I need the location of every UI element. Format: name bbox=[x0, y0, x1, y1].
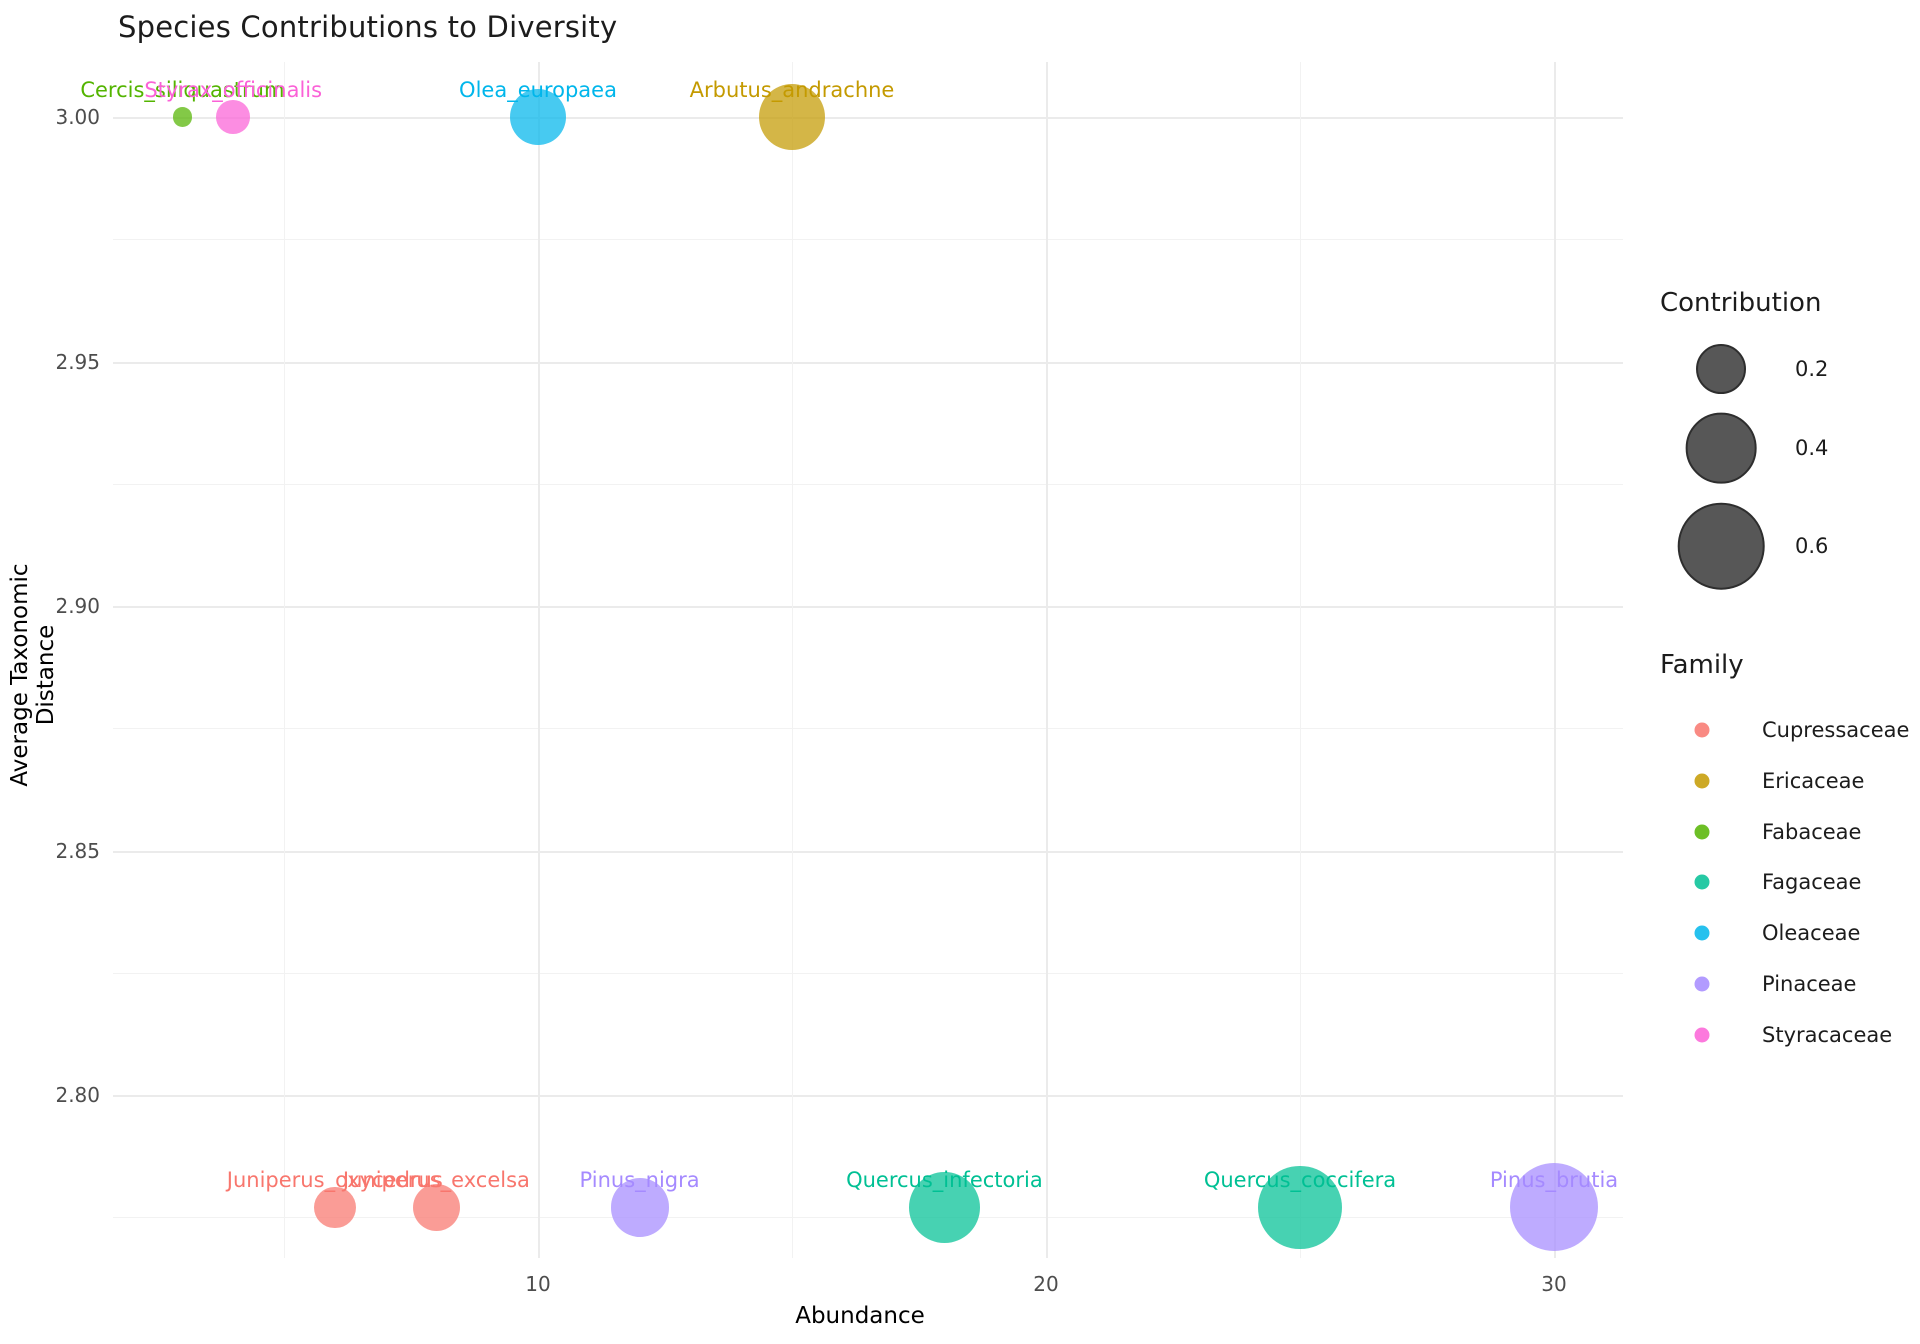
y-tick-label: 2.90 bbox=[55, 594, 100, 618]
species-label: Juniperus_oxycedrus bbox=[226, 1168, 443, 1193]
species-label: Pinus_brutia bbox=[1489, 1168, 1619, 1193]
gridline-x-major bbox=[1554, 62, 1556, 1258]
y-tick-label: 3.00 bbox=[55, 105, 100, 129]
species-label: Cercis_siliquastrum bbox=[80, 78, 285, 102]
chart-title: Species Contributions to Diversity bbox=[118, 10, 618, 44]
y-tick-label: 2.80 bbox=[55, 1083, 100, 1107]
gridline-y-minor bbox=[113, 1217, 1623, 1219]
family-legend-label: Fagaceae bbox=[1762, 870, 1862, 895]
gridline-x-minor bbox=[284, 62, 285, 1258]
bubble-arbutus_andrachne bbox=[758, 83, 826, 151]
family-legend-label: Styracaceae bbox=[1762, 1022, 1893, 1047]
size-legend-circle bbox=[1677, 502, 1765, 590]
family-legend-label: Ericaceae bbox=[1762, 768, 1865, 793]
species-label: Arbutus_andrachne bbox=[689, 78, 895, 102]
family-legend-swatch bbox=[1694, 824, 1710, 840]
species-label: Quercus_coccifera bbox=[1203, 1168, 1397, 1193]
size-legend-circle bbox=[1685, 412, 1757, 484]
size-legend-title: Contribution bbox=[1660, 288, 1822, 318]
bubble-styrax_officinalis bbox=[216, 100, 250, 134]
bubble-pinus_brutia bbox=[1509, 1163, 1598, 1252]
family-legend-swatch bbox=[1694, 976, 1710, 992]
gridline-y-minor bbox=[113, 728, 1623, 730]
bubble-pinus_nigra bbox=[610, 1178, 669, 1237]
gridline-x-minor bbox=[792, 62, 793, 1258]
species-label: Olea_europaea bbox=[459, 78, 617, 102]
family-legend-title: Family bbox=[1660, 650, 1744, 680]
y-axis-title: Average Taxonomic Distance bbox=[7, 563, 59, 787]
bubble-juniperus_oxycedrus bbox=[313, 1186, 356, 1229]
gridline-y-major bbox=[113, 117, 1623, 119]
y-tick-label: 2.85 bbox=[55, 838, 100, 863]
bubble-quercus_coccifera bbox=[1258, 1165, 1342, 1250]
gridline-y-major bbox=[113, 850, 1623, 853]
family-legend-label: Pinaceae bbox=[1762, 972, 1857, 996]
gridline-y-minor bbox=[113, 239, 1623, 241]
family-legend-swatch bbox=[1694, 1027, 1710, 1043]
x-tick-label: 30 bbox=[1541, 1272, 1567, 1296]
bubble-cercis_siliquastrum bbox=[172, 107, 193, 127]
family-legend-label: Cupressaceae bbox=[1762, 718, 1910, 742]
bubble-olea_europaea bbox=[510, 89, 566, 145]
size-legend-value: 0.4 bbox=[1795, 436, 1829, 461]
family-legend-label: Oleaceae bbox=[1762, 921, 1861, 946]
gridline-x-major bbox=[1046, 62, 1048, 1258]
gridline-y-minor bbox=[113, 972, 1623, 974]
gridline-y-major bbox=[113, 1095, 1623, 1097]
gridline-y-major bbox=[113, 606, 1623, 608]
y-tick-label: 2.95 bbox=[55, 349, 100, 374]
family-legend-label: Fabaceae bbox=[1762, 819, 1862, 844]
species-label: Quercus_infectoria bbox=[846, 1168, 1043, 1193]
family-legend-swatch bbox=[1694, 874, 1710, 890]
bubble-quercus_infectoria bbox=[909, 1172, 980, 1243]
x-tick-label: 10 bbox=[525, 1272, 551, 1296]
family-legend-swatch bbox=[1694, 722, 1710, 738]
family-legend-swatch bbox=[1694, 925, 1710, 941]
x-axis-title: Abundance bbox=[795, 1303, 925, 1329]
size-legend-value: 0.6 bbox=[1795, 534, 1829, 558]
species-label: Styrax_officinalis bbox=[144, 78, 323, 102]
gridline-y-major bbox=[113, 361, 1623, 364]
x-tick-label: 20 bbox=[1033, 1272, 1059, 1296]
gridline-y-minor bbox=[113, 483, 1623, 485]
gridline-x-minor bbox=[1300, 62, 1301, 1258]
family-legend-swatch bbox=[1694, 773, 1710, 789]
species-label: Pinus_nigra bbox=[579, 1168, 700, 1193]
bubble-juniperus_excelsa bbox=[412, 1183, 461, 1232]
plot-panel: Cercis_siliquastrum Styrax_officinalis Ole… bbox=[80, 62, 1623, 1258]
gridline-x-major bbox=[538, 62, 540, 1258]
species-label: Juniperus_excelsa bbox=[342, 1168, 530, 1193]
size-legend-value: 0.2 bbox=[1795, 356, 1829, 381]
size-legend-circle bbox=[1696, 343, 1746, 394]
